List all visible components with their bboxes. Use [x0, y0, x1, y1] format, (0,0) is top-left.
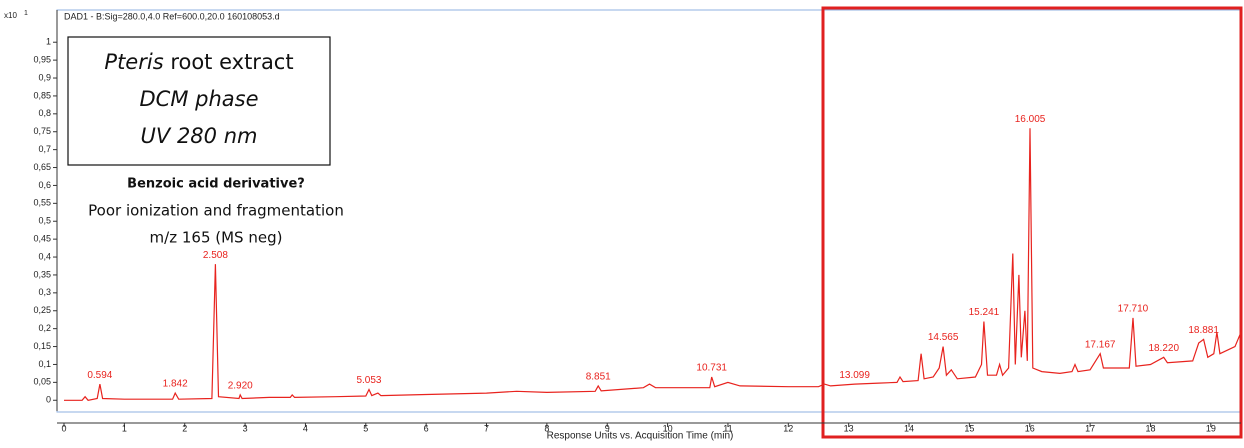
annotation-line: UV 280 nm	[141, 124, 258, 148]
peak-label: 2.508	[203, 250, 228, 261]
x-tick-label: 16	[1025, 423, 1035, 433]
annotation-box	[67, 36, 331, 166]
y-tick-label: 0,35	[33, 269, 51, 279]
y-tick-label: 0,95	[33, 55, 51, 65]
peak-label: 17.710	[1118, 304, 1149, 315]
peak-label: 13.099	[839, 370, 870, 381]
y-tick-label: 0,85	[33, 90, 51, 100]
y-tick-label: 0,25	[33, 305, 51, 315]
x-tick-label: 3	[243, 423, 248, 433]
x-tick-label: 5	[363, 423, 368, 433]
x-tick-label: 12	[783, 423, 793, 433]
x-tick-label: 15	[964, 423, 974, 433]
peak-label: 17.167	[1085, 339, 1116, 350]
peak-label: 18.881	[1188, 325, 1219, 336]
peak-label: 1.842	[163, 379, 188, 390]
annotation-line: Pteris root extract	[104, 50, 293, 74]
y-tick-label: 0,7	[38, 144, 51, 154]
y-tick-label: 1	[46, 37, 51, 47]
x-tick-label: 19	[1206, 423, 1216, 433]
x-tick-label: 17	[1085, 423, 1095, 433]
peak-label: 5.053	[356, 375, 381, 386]
annotation-italic: Pteris	[104, 50, 163, 74]
y-tick-label: 0,05	[33, 377, 51, 387]
peak-label: 2.920	[228, 381, 253, 392]
x-tick-label: 8	[544, 423, 549, 433]
x-tick-label: 0	[61, 423, 66, 433]
annotation-text: root extract	[164, 50, 294, 74]
y-multiplier: x10	[4, 11, 17, 20]
note-line: m/z 165 (MS neg)	[150, 229, 283, 247]
note-line: Poor ionization and fragmentation	[88, 202, 344, 220]
peak-label: 18.220	[1148, 343, 1179, 354]
y-tick-label: 0,45	[33, 234, 51, 244]
x-tick-label: 13	[844, 423, 854, 433]
y-tick-label: 0,8	[38, 108, 51, 118]
x-tick-label: 14	[904, 423, 914, 433]
y-tick-label: 0,75	[33, 126, 51, 136]
peak-label: 0.594	[87, 370, 112, 381]
annotation-line: DCM phase	[140, 87, 259, 111]
y-exponent: 1	[24, 10, 28, 17]
x-tick-label: 9	[605, 423, 610, 433]
x-tick-label: 7	[484, 423, 489, 433]
peak-label: 14.565	[928, 332, 959, 343]
y-tick-label: 0,65	[33, 162, 51, 172]
x-axis-label: Response Units vs. Acquisition Time (min…	[547, 431, 734, 442]
trace-line	[64, 128, 1242, 401]
peak-label: 16.005	[1015, 114, 1046, 125]
y-tick-label: 0,5	[38, 216, 51, 226]
y-tick-label: 0,1	[38, 359, 51, 369]
x-tick-label: 11	[723, 423, 732, 433]
y-tick-label: 0,3	[38, 287, 51, 297]
x-tick-label: 6	[424, 423, 429, 433]
x-tick-label: 10	[663, 423, 673, 433]
y-tick-label: 0,2	[38, 323, 51, 333]
peak-label: 15.241	[969, 307, 1000, 318]
highlight-box	[821, 6, 1243, 439]
y-tick-label: 0,6	[38, 180, 51, 190]
x-tick-label: 18	[1145, 423, 1155, 433]
peak-label: 10.731	[696, 363, 727, 374]
y-tick-label: 0,9	[38, 72, 51, 82]
x-tick-label: 2	[182, 423, 187, 433]
x-tick-label: 4	[303, 423, 308, 433]
y-tick-label: 0,15	[33, 341, 51, 351]
y-tick-label: 0	[46, 395, 51, 405]
peak-label: 8.851	[586, 372, 611, 383]
chart-title: DAD1 - B:Sig=280.0,4.0 Ref=600.0,20.0 16…	[64, 11, 280, 21]
note-title: Benzoic acid derivative?	[127, 177, 305, 192]
y-tick-label: 0,55	[33, 198, 51, 208]
x-tick-label: 1	[122, 423, 127, 433]
y-tick-label: 0,4	[38, 251, 51, 261]
